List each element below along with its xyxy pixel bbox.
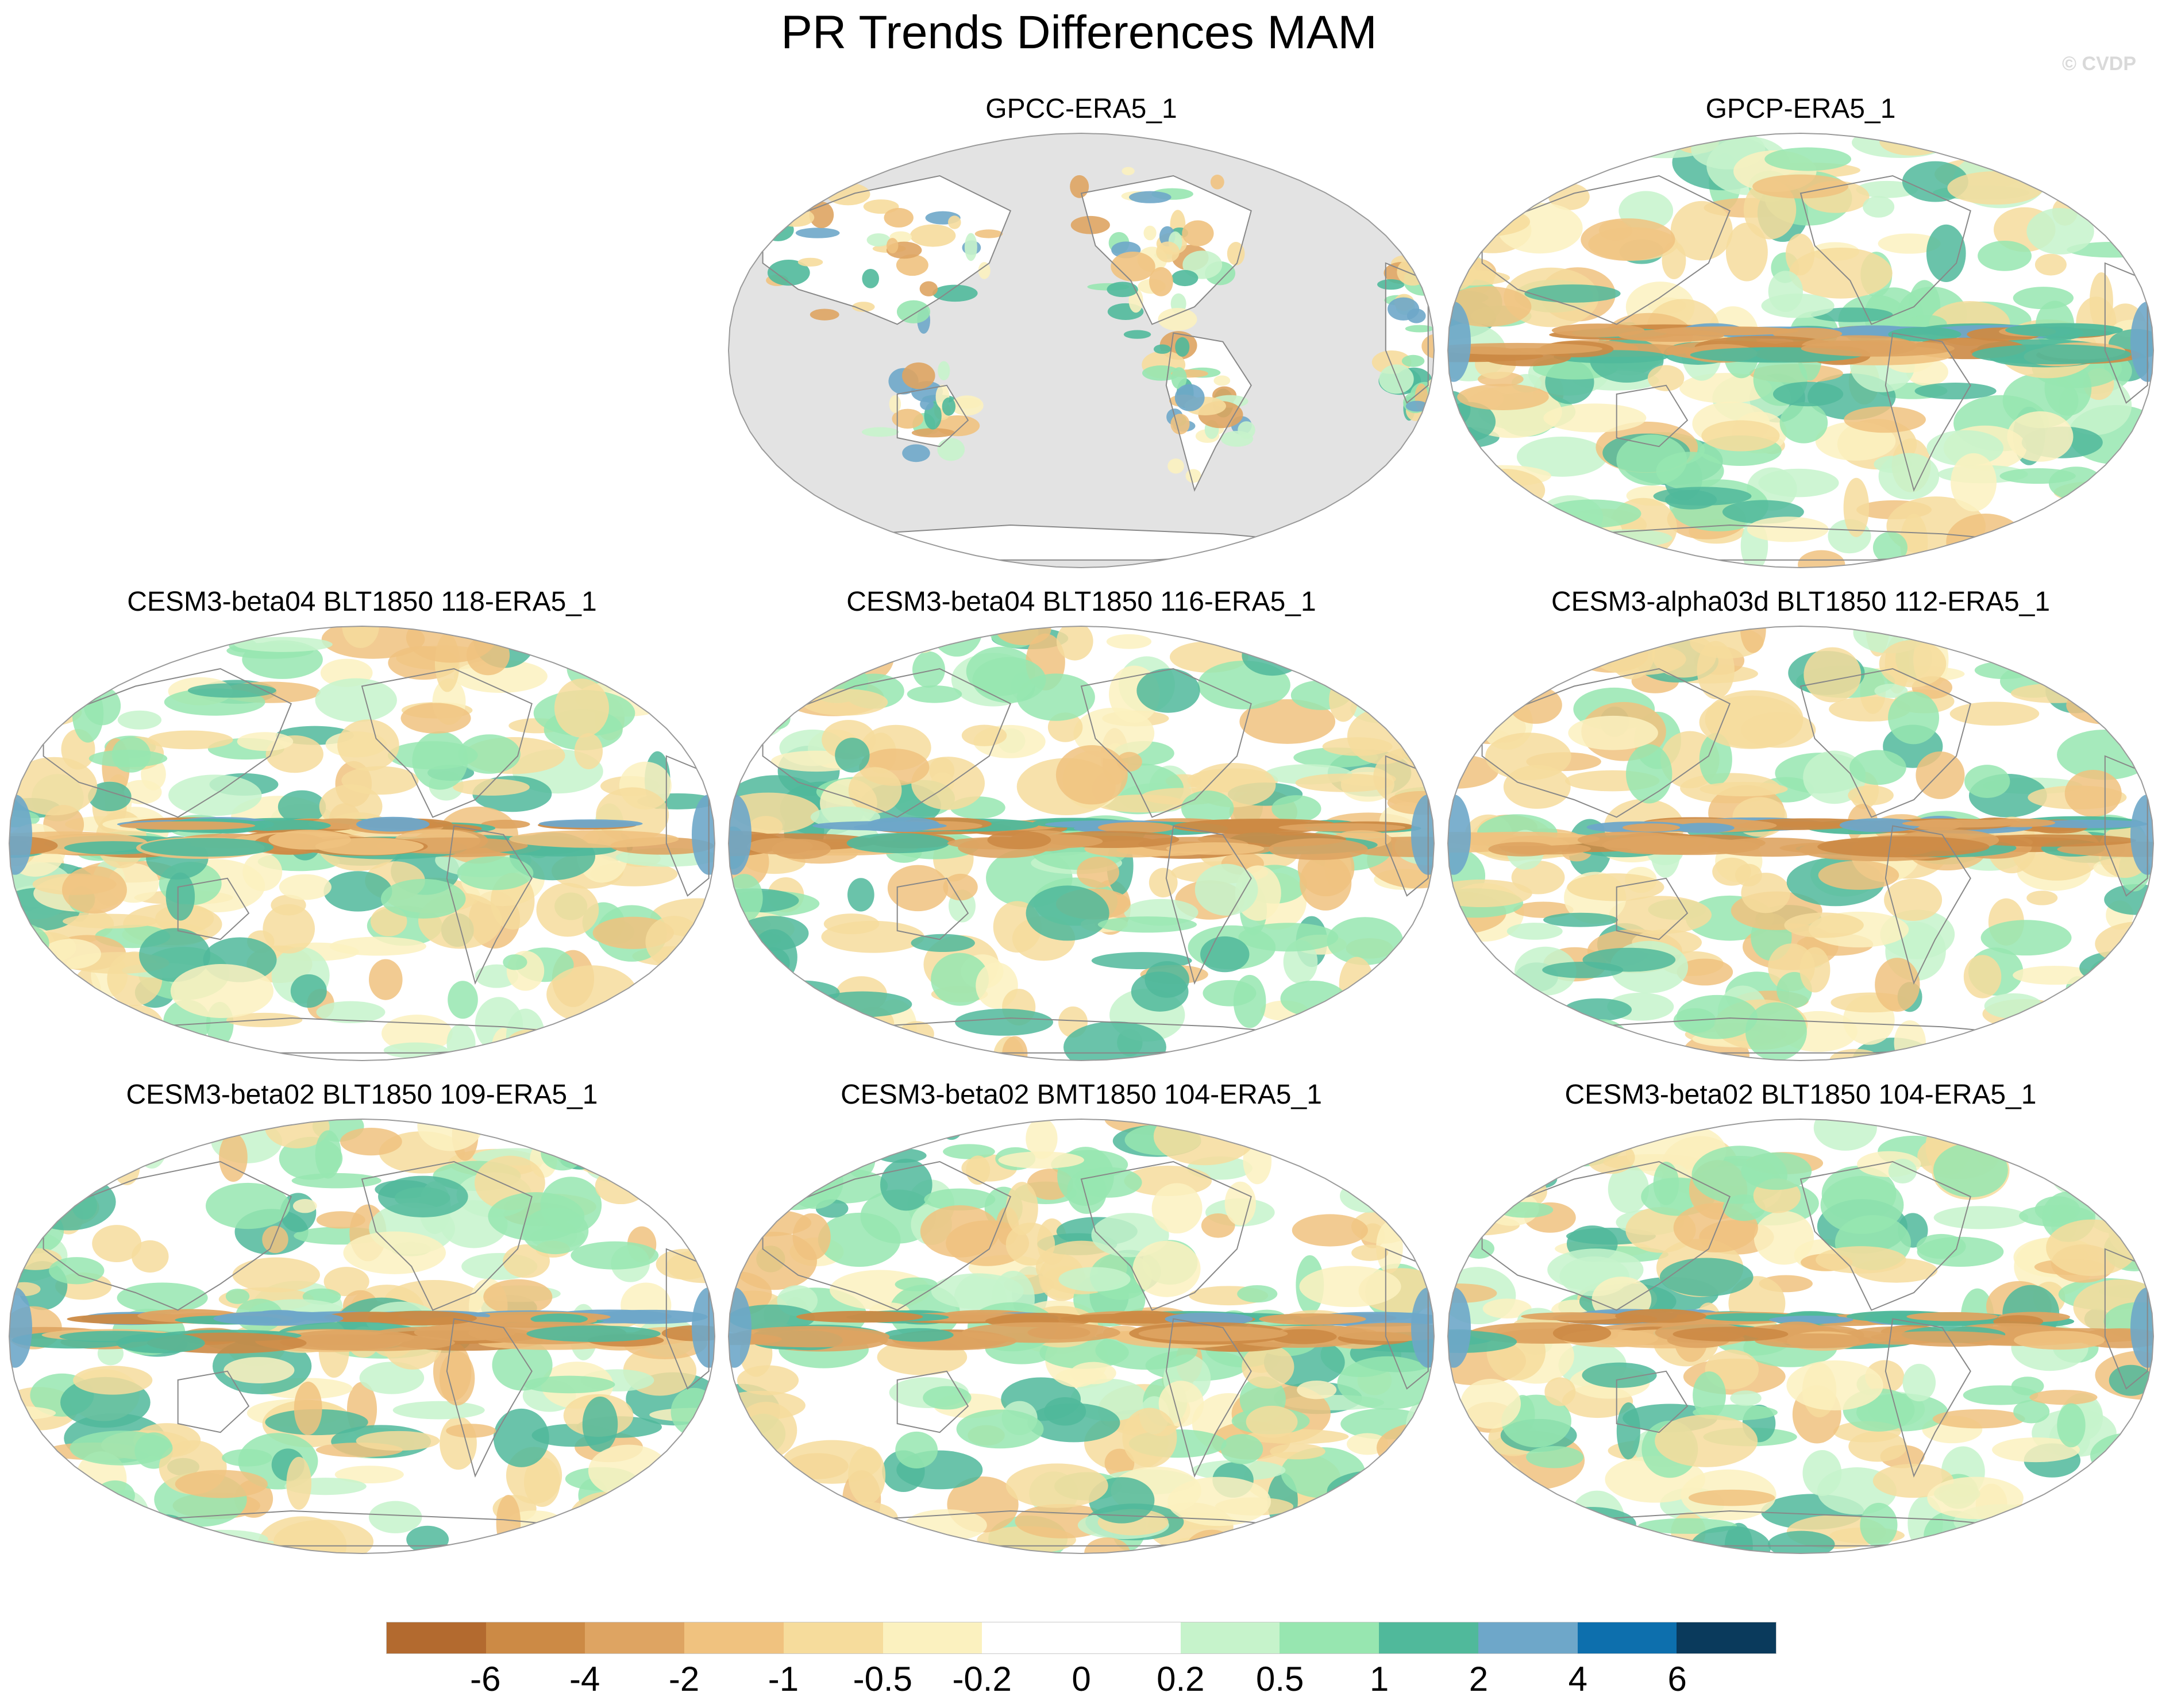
map-gpcc — [727, 132, 1435, 569]
colorbar-tick-label: 1 — [1369, 1660, 1389, 1698]
colorbar-swatch — [1180, 1622, 1280, 1653]
colorbar-swatch — [1081, 1622, 1181, 1653]
panel-title-gpcp: GPCP-ERA5_1 — [1705, 94, 1896, 124]
colorbar-swatch — [485, 1622, 585, 1653]
map-m116 — [727, 625, 1435, 1062]
colorbar-tick-label: 6 — [1667, 1660, 1687, 1698]
colorbar-swatch — [1677, 1622, 1777, 1653]
colorbar-swatch — [684, 1622, 784, 1653]
map-m104bmt — [727, 1118, 1435, 1555]
colorbar-tick-label: -1 — [768, 1660, 799, 1698]
colorbar-tick-label: 0 — [1072, 1660, 1091, 1698]
colorbar-swatch — [387, 1622, 486, 1653]
map-field — [1448, 133, 2153, 568]
map-field — [729, 1119, 1434, 1553]
colorbar-tick-label: -6 — [470, 1660, 501, 1698]
map-field — [729, 626, 1434, 1061]
colorbar-tick-label: -0.5 — [853, 1660, 912, 1698]
panel-title-m109: CESM3-beta02 BLT1850 109-ERA5_1 — [126, 1079, 598, 1110]
map-field — [1448, 626, 2153, 1061]
colorbar — [386, 1622, 1777, 1654]
panel-title-m116: CESM3-beta04 BLT1850 116-ERA5_1 — [846, 587, 1316, 617]
map-field — [729, 133, 1434, 568]
colorbar-swatch — [883, 1622, 982, 1653]
map-m118 — [8, 625, 716, 1062]
colorbar-tick-label: 4 — [1568, 1660, 1587, 1698]
colorbar-swatch — [1478, 1622, 1578, 1653]
colorbar-tick-label: -0.2 — [952, 1660, 1012, 1698]
colorbar-tick-label: -2 — [668, 1660, 700, 1698]
colorbar-tick-label: 2 — [1469, 1660, 1489, 1698]
figure-title: PR Trends Differences MAM — [781, 6, 1377, 59]
map-field — [9, 1119, 715, 1553]
colorbar-swatch — [1577, 1622, 1677, 1653]
colorbar-swatch — [982, 1622, 1082, 1653]
map-m112 — [1447, 625, 2155, 1062]
panel-title-m112: CESM3-alpha03d BLT1850 112-ERA5_1 — [1551, 587, 2051, 617]
cvdp-watermark: © CVDP — [2062, 53, 2136, 75]
map-m104blt — [1447, 1118, 2155, 1555]
colorbar-swatch — [585, 1622, 685, 1653]
panel-title-gpcc: GPCC-ERA5_1 — [985, 94, 1177, 124]
colorbar-tick-label: 0.2 — [1157, 1660, 1205, 1698]
map-m109 — [8, 1118, 716, 1555]
colorbar-tick-label: 0.5 — [1255, 1660, 1304, 1698]
panel-title-m118: CESM3-beta04 BLT1850 118-ERA5_1 — [127, 587, 597, 617]
colorbar-swatch — [1280, 1622, 1379, 1653]
colorbar-tick-label: -4 — [569, 1660, 600, 1698]
map-field — [9, 626, 715, 1061]
map-gpcp — [1447, 132, 2155, 569]
map-field — [1448, 1119, 2153, 1553]
panel-title-m104blt: CESM3-beta02 BLT1850 104-ERA5_1 — [1564, 1079, 2037, 1110]
colorbar-swatch — [783, 1622, 883, 1653]
panel-title-m104bmt: CESM3-beta02 BMT1850 104-ERA5_1 — [841, 1079, 1322, 1110]
colorbar-swatch — [1379, 1622, 1478, 1653]
